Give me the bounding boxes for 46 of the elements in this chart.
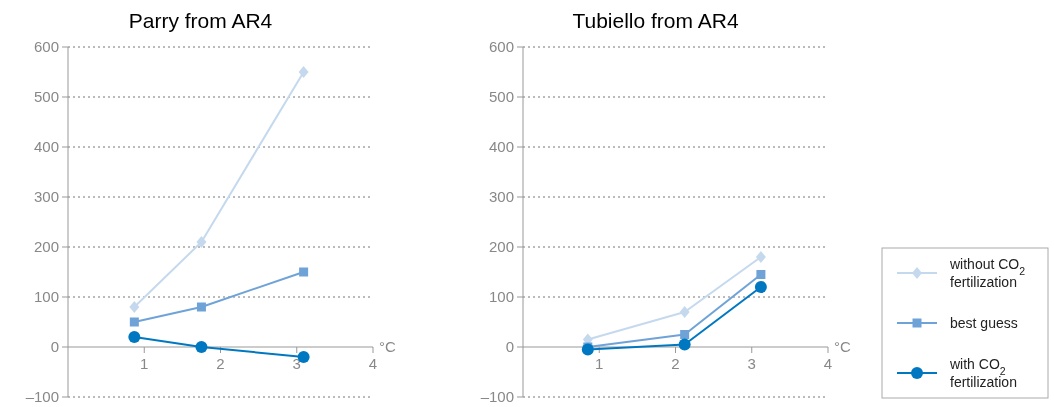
y-tick-label: 600 [488, 38, 514, 55]
y-tick-label: 600 [33, 38, 59, 55]
point [680, 330, 690, 339]
point [129, 301, 140, 313]
point [298, 66, 309, 78]
chart-title: Parry from AR4 [128, 9, 273, 32]
y-tick-label: 400 [33, 138, 59, 155]
y-tick-label: 100 [33, 288, 59, 305]
y-tick-label: 300 [33, 188, 59, 205]
y-tick-label: 500 [488, 88, 514, 105]
x-tick-label: 3 [747, 355, 756, 372]
x-tick-label: 1 [595, 355, 604, 372]
point [754, 281, 767, 293]
point [581, 343, 594, 356]
point [756, 270, 766, 279]
x-tick-label: 2 [671, 355, 680, 372]
x-axis-title: °C [834, 338, 851, 355]
y-tick-label: 400 [488, 138, 514, 155]
y-tick-label: 200 [488, 238, 514, 255]
point [128, 331, 141, 343]
legend-label: without CO$_{2}$ fertilization [949, 256, 1026, 290]
y-tick-label: 300 [488, 188, 514, 205]
point [755, 251, 766, 263]
x-tick-label: 3 [292, 355, 301, 372]
x-tick-label: 2 [216, 355, 225, 372]
point [678, 338, 691, 351]
point [196, 302, 206, 312]
chart-title: Tubiello from AR4 [572, 9, 739, 32]
point [129, 317, 139, 327]
point [195, 341, 208, 353]
y-tick-label: 500 [33, 88, 59, 105]
point [299, 267, 309, 277]
x-tick-label: 4 [368, 355, 378, 372]
point [679, 306, 690, 318]
x-tick-label: 1 [140, 355, 149, 372]
y-tick-label: 0 [505, 338, 514, 355]
point [196, 236, 207, 248]
legend-label: best guess [950, 315, 1018, 331]
y-tick-label: 100 [488, 288, 514, 305]
x-tick-label: 4 [823, 355, 833, 372]
x-axis-title: °C [379, 338, 396, 355]
legend-label: with CO$_{2}$ fertilization [949, 356, 1017, 390]
y-tick-label: 0 [50, 338, 59, 355]
y-tick-label: 200 [33, 238, 59, 255]
y-tick-label: –100 [25, 388, 59, 405]
y-tick-label: –100 [480, 388, 514, 405]
